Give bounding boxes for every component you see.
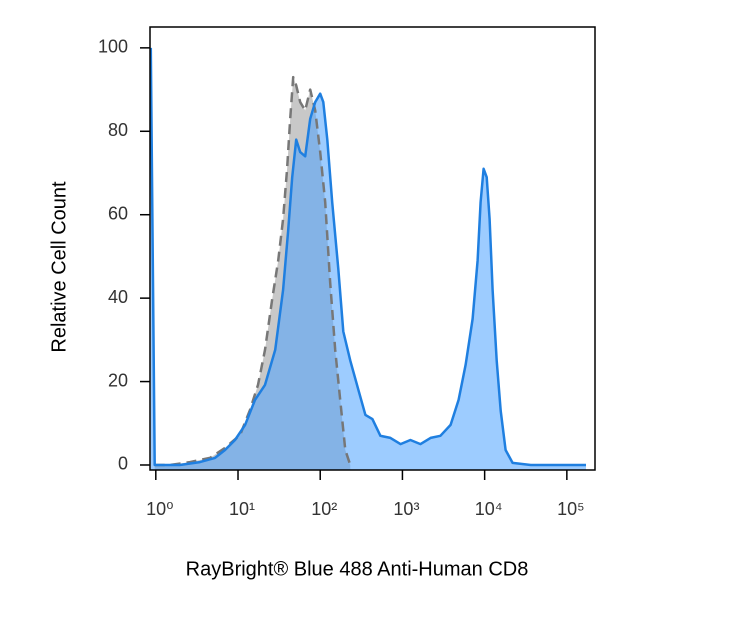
x-axis-label: RayBright® Blue 488 Anti-Human CD8 — [186, 558, 529, 580]
y-tick-label: 100 — [98, 37, 128, 57]
y-tick-label: 0 — [118, 454, 128, 474]
x-tick-label: 10³ — [393, 499, 419, 519]
histogram-fill — [150, 47, 587, 471]
x-tick-label: 10⁰ — [146, 499, 173, 519]
x-tick-label: 10⁵ — [557, 499, 584, 519]
x-tick-label: 10² — [311, 499, 337, 519]
y-tick-label: 40 — [108, 287, 128, 307]
y-tick-label: 60 — [108, 203, 128, 223]
y-tick-label: 80 — [108, 120, 128, 140]
y-tick-label: 20 — [108, 370, 128, 390]
y-axis-label: Relative Cell Count — [48, 181, 70, 353]
x-tick-label: 10⁴ — [475, 499, 503, 519]
histogram-line — [149, 47, 586, 467]
plot-frame — [149, 26, 596, 471]
x-tick-label: 10¹ — [229, 499, 255, 519]
